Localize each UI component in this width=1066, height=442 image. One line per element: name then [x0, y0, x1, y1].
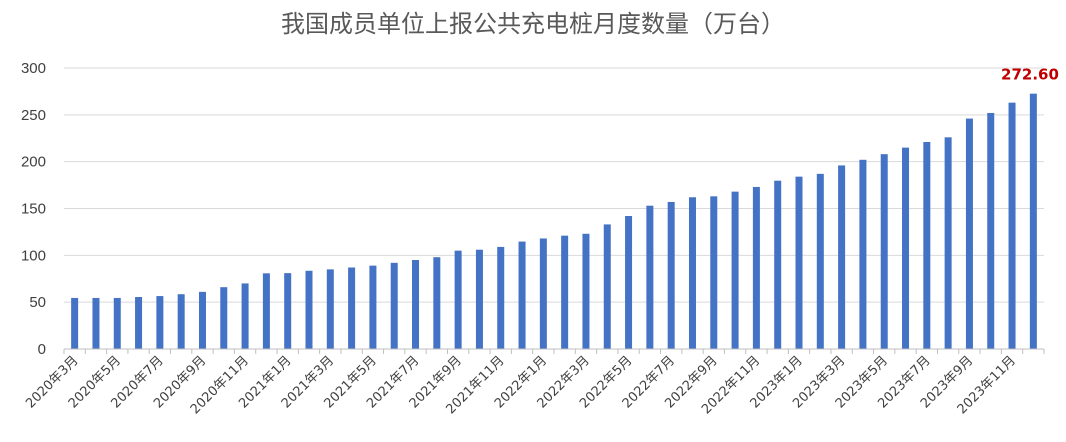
bar [71, 297, 79, 349]
bar [156, 296, 164, 349]
bars [71, 93, 1037, 350]
gridlines [64, 67, 1044, 303]
bar [454, 250, 462, 349]
data-labels: 272.60 [1001, 66, 1059, 84]
bar [752, 186, 760, 349]
bar [731, 191, 739, 349]
bar [880, 154, 888, 349]
bar [135, 297, 143, 349]
bar [326, 269, 334, 349]
bar [241, 283, 249, 349]
bar [944, 137, 952, 349]
bar [923, 141, 931, 349]
bar [838, 165, 846, 349]
bar [795, 176, 803, 349]
y-tick-label: 100 [21, 247, 46, 264]
bar [220, 287, 228, 349]
y-tick-label: 250 [21, 107, 46, 124]
bar [1029, 93, 1037, 349]
bar [412, 260, 420, 349]
bar [475, 249, 483, 349]
bar [816, 173, 824, 349]
bar [348, 267, 356, 349]
x-axis-ticks: 2020年3月2020年5月2020年7月2020年9月2020年11月2021… [23, 349, 1045, 417]
bar [646, 205, 654, 349]
bar [667, 201, 675, 349]
bar [113, 297, 121, 349]
data-label: 272.60 [1001, 66, 1059, 84]
bar [390, 262, 398, 349]
y-tick-label: 300 [21, 60, 46, 77]
bar [92, 297, 100, 349]
y-tick-label: 200 [21, 154, 46, 171]
bar [965, 118, 973, 349]
bar [539, 238, 547, 349]
bar [433, 257, 441, 349]
y-axis-ticks: 0 50 100 150 200 250 300 [21, 60, 46, 358]
bar [262, 273, 270, 349]
bar [305, 270, 313, 349]
chart-title: 我国成员单位上报公共充电桩月度数量（万台） [281, 10, 785, 38]
bar [497, 246, 505, 349]
bar [284, 273, 292, 349]
bar [198, 291, 206, 349]
bar [859, 159, 867, 349]
y-tick-label: 150 [21, 201, 46, 218]
bar [518, 241, 526, 349]
bar [774, 180, 782, 349]
bar [987, 112, 995, 350]
bar [902, 147, 910, 349]
bar [369, 265, 377, 349]
bar [710, 196, 718, 349]
bar [582, 233, 590, 349]
bar [603, 224, 611, 349]
y-tick-label: 50 [29, 294, 46, 311]
y-tick-label: 0 [38, 341, 46, 358]
bar [1008, 102, 1016, 349]
bar [561, 235, 569, 349]
bar [688, 197, 696, 349]
bar [177, 294, 185, 349]
bar [625, 215, 633, 349]
